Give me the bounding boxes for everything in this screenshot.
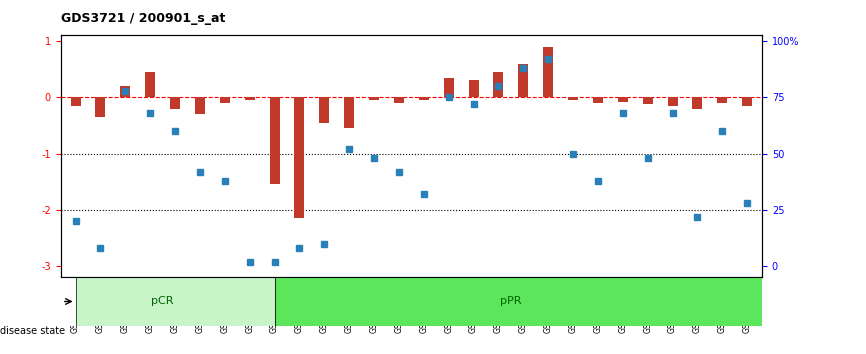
FancyBboxPatch shape	[275, 277, 772, 326]
Bar	[145, 72, 155, 97]
Text: GDS3721 / 200901_s_at: GDS3721 / 200901_s_at	[61, 12, 225, 25]
Bar	[294, 97, 304, 218]
Bar	[170, 97, 180, 109]
Bar	[120, 86, 130, 97]
Bar	[394, 97, 404, 103]
Text: disease state: disease state	[0, 326, 65, 336]
Bar	[742, 97, 753, 106]
Bar	[269, 97, 280, 184]
Bar	[494, 72, 503, 97]
Bar	[543, 47, 553, 97]
Bar	[593, 97, 603, 103]
Bar	[693, 97, 702, 109]
Bar	[195, 97, 205, 114]
Bar	[95, 97, 106, 117]
Bar	[344, 97, 354, 128]
Bar	[668, 97, 677, 106]
Bar	[245, 97, 255, 100]
Bar	[617, 97, 628, 102]
Bar	[568, 97, 578, 100]
Bar	[220, 97, 229, 103]
Bar	[519, 63, 528, 97]
Bar	[320, 97, 329, 122]
Bar	[443, 78, 454, 97]
Bar	[469, 80, 479, 97]
Bar	[419, 97, 429, 100]
Bar	[70, 97, 81, 106]
FancyBboxPatch shape	[75, 277, 275, 326]
Text: pCR: pCR	[152, 297, 174, 307]
Text: pPR: pPR	[500, 297, 521, 307]
Bar	[369, 97, 379, 100]
Bar	[717, 97, 727, 103]
Bar	[643, 97, 653, 104]
